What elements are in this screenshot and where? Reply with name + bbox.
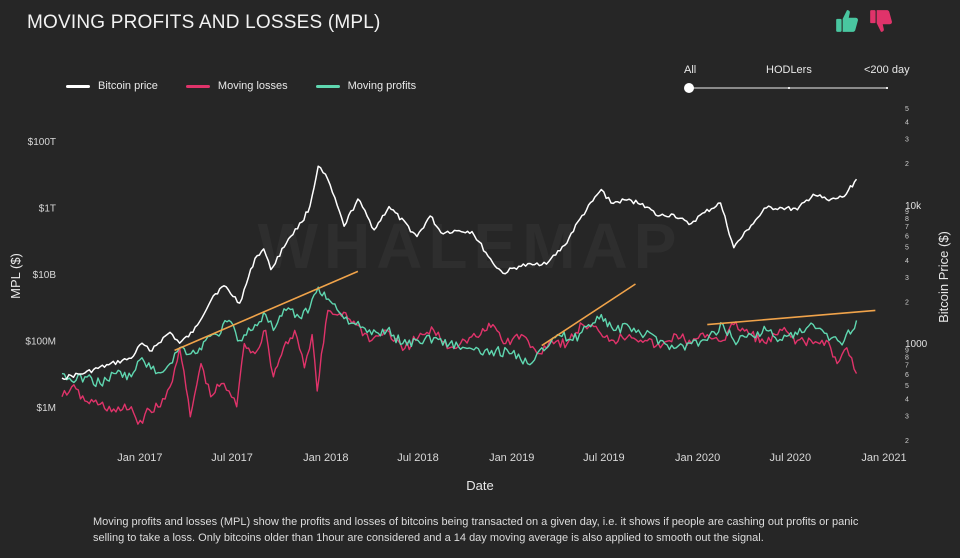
x-tick-label: Jan 2017	[117, 452, 162, 464]
right-minor-tick-label: 8	[905, 216, 909, 223]
x-tick-label: Jul 2020	[769, 452, 811, 464]
legend-swatch	[315, 84, 340, 88]
series-layer	[61, 165, 858, 425]
watermark-text: WHALEMAP	[258, 210, 683, 282]
x-tick-label: Jan 2020	[675, 452, 720, 464]
x-tick-label: Jul 2017	[211, 452, 253, 464]
series-line-moving-losses	[61, 309, 858, 425]
right-minor-tick-label: 2	[905, 438, 909, 445]
filter-option-hodlers[interactable]: HODLers	[766, 64, 812, 76]
right-major-tick-label: 1000	[905, 339, 928, 350]
series-line-bitcoin-price	[61, 165, 858, 381]
x-tick-label: Jul 2018	[397, 452, 439, 464]
right-axis-title: Bitcoin Price ($)	[936, 231, 951, 323]
right-minor-tick-label: 2	[905, 300, 909, 307]
x-tick-label: Jan 2018	[303, 452, 348, 464]
trendline-2	[541, 283, 636, 347]
vote-buttons	[834, 8, 894, 34]
legend-swatch	[185, 84, 210, 88]
right-minor-tick-label: 3	[905, 275, 909, 282]
x-tick-label: Jul 2019	[583, 452, 625, 464]
right-minor-tick-label: 3	[905, 414, 909, 421]
series-line-moving-profits	[61, 286, 858, 388]
right-minor-tick-label: 9	[905, 209, 909, 216]
legend-item-moving-profits[interactable]: Moving profits	[315, 80, 417, 92]
right-minor-tick-label: 4	[905, 258, 909, 265]
left-tick-label: $10B	[33, 270, 57, 281]
trendline-1	[174, 270, 359, 352]
left-tick-label: $1M	[37, 403, 56, 414]
right-minor-tick-label: 3	[905, 137, 909, 144]
chart-legend: Bitcoin price Moving losses Moving profi…	[66, 80, 416, 92]
thumbs-up-icon[interactable]	[834, 8, 860, 34]
trendline-layer	[174, 270, 876, 352]
trendline-3	[707, 309, 876, 326]
x-tick-label: Jan 2021	[861, 452, 906, 464]
legend-label: Bitcoin price	[98, 80, 158, 92]
legend-label: Moving losses	[217, 80, 288, 92]
legend-item-bitcoin-price[interactable]: Bitcoin price	[66, 80, 158, 92]
left-tick-label: $1T	[39, 204, 56, 215]
right-minor-tick-label: 7	[905, 363, 909, 370]
right-minor-tick-label: 4	[905, 396, 909, 403]
right-minor-tick-label: 2	[905, 161, 909, 168]
slider-tick	[886, 87, 888, 89]
left-tick-label: $100M	[25, 336, 56, 347]
legend-swatch	[66, 84, 90, 88]
slider-tick	[788, 87, 790, 89]
filter-option-under-200-day[interactable]: <200 day	[864, 64, 910, 76]
right-minor-tick-label: 7	[905, 224, 909, 231]
page-title: MOVING PROFITS AND LOSSES (MPL)	[27, 12, 381, 33]
chart-caption: Moving profits and losses (MPL) show the…	[93, 516, 859, 544]
holder-filter-slider[interactable]: All HODLers <200 day	[684, 64, 910, 98]
right-minor-tick-label: 5	[905, 106, 909, 113]
x-axis: Jan 2017 Jul 2017 Jan 2018 Jul 2018 Jan 2019…	[117, 452, 906, 464]
right-minor-tick-label: 5	[905, 244, 909, 251]
slider-thumb[interactable]	[684, 83, 694, 93]
left-tick-label: $100T	[28, 137, 56, 148]
right-minor-tick-label: 9	[905, 348, 909, 355]
filter-option-all[interactable]: All	[684, 64, 697, 76]
legend-item-moving-losses[interactable]: Moving losses	[185, 80, 288, 92]
left-axis-title: MPL ($)	[8, 253, 23, 299]
right-minor-tick-label: 8	[905, 355, 909, 362]
right-minor-tick-label: 5	[905, 383, 909, 390]
right-major-tick-label: 10k	[905, 201, 922, 212]
x-tick-label: Jan 2019	[489, 452, 534, 464]
right-minor-tick-label: 6	[905, 233, 909, 240]
right-minor-tick-label: 6	[905, 372, 909, 379]
left-axis: $1M $100M $10B $1T $100T	[25, 137, 56, 414]
legend-label: Moving profits	[347, 80, 417, 92]
right-minor-tick-label: 4	[905, 119, 909, 126]
thumbs-down-icon[interactable]	[868, 8, 894, 34]
x-axis-title: Date	[466, 478, 493, 493]
